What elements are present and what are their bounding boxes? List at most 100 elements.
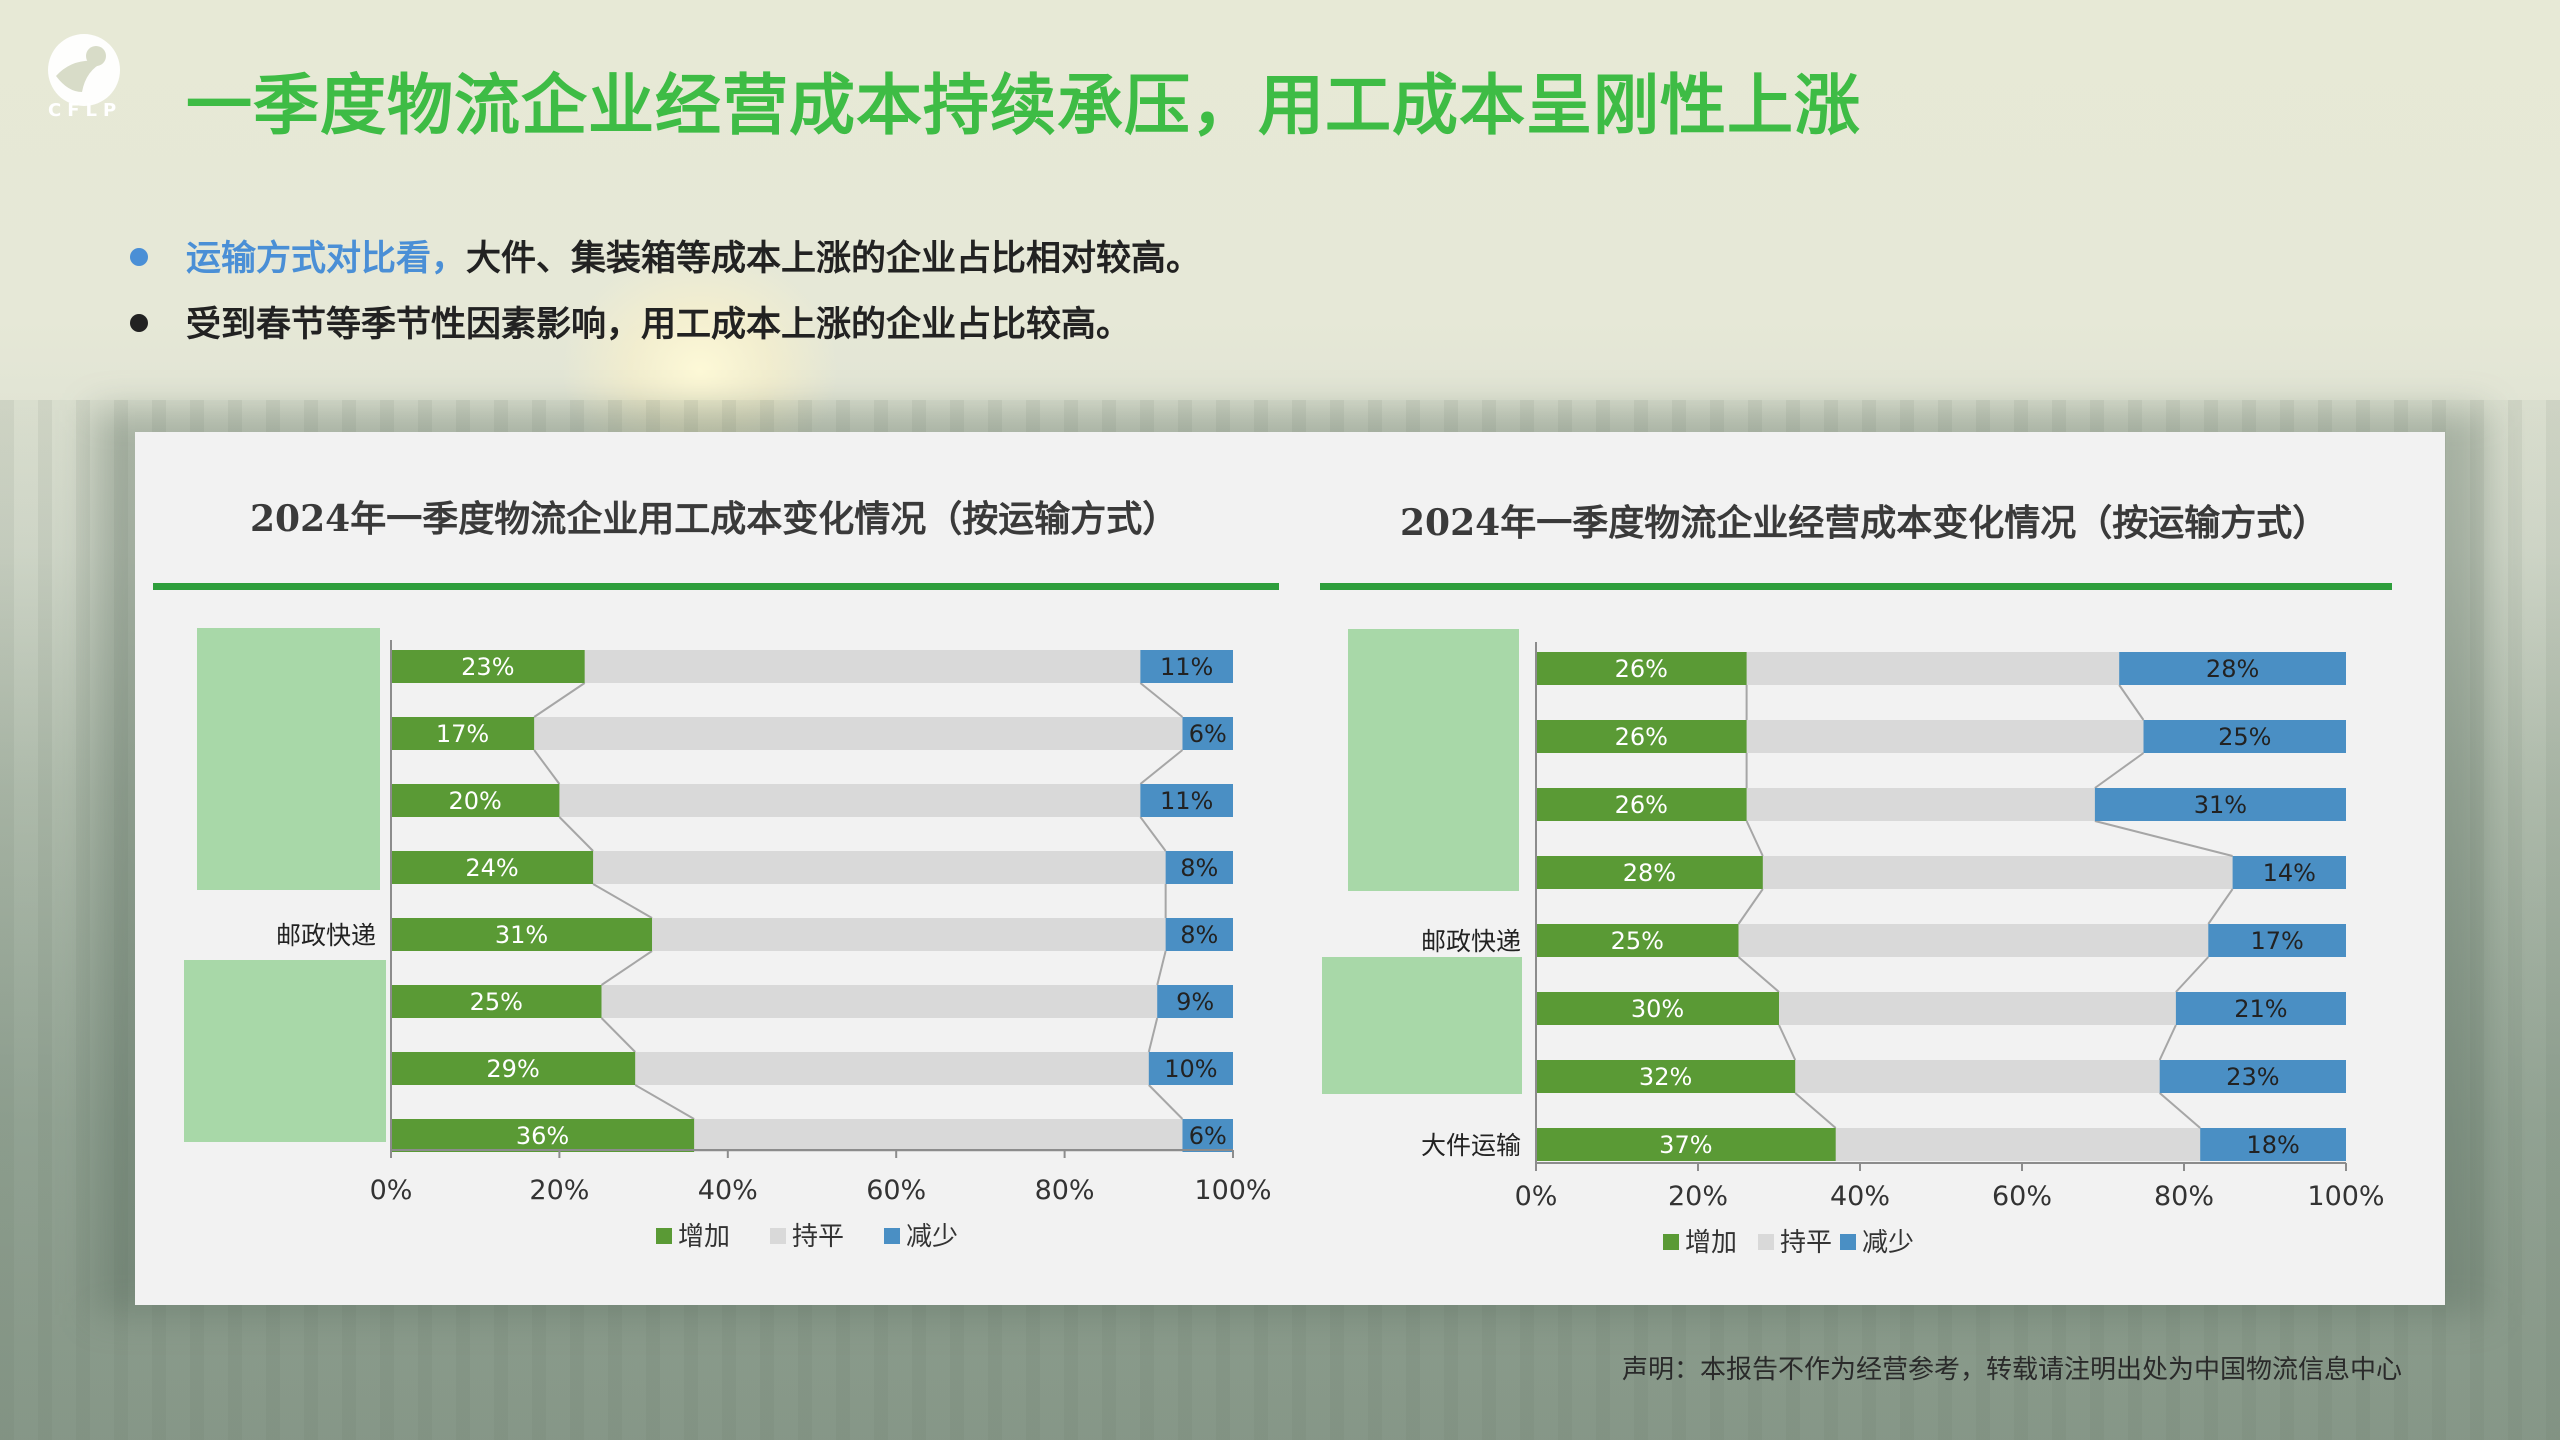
series-connector-line [2175,956,2210,993]
bar-increase [1536,856,1763,889]
bar-decrease [2119,652,2346,685]
label-overlay-box [1348,629,1519,891]
data-label: 31% [495,921,548,949]
legend-label: 增加 [678,1222,730,1252]
legend-label: 持平 [792,1222,844,1252]
x-tick-label: 0% [1515,1181,1558,1212]
data-label: 30% [1631,995,1684,1023]
bar-decrease [1157,985,1233,1018]
bar-increase [1536,1060,1796,1093]
data-label: 25% [2218,723,2271,751]
series-connector-line [533,749,561,785]
bar-increase [1536,652,1747,685]
series-connector-line [2094,820,2233,857]
data-label: 23% [2226,1063,2279,1091]
data-label: 26% [1615,655,1668,683]
cflp-logo-icon [48,34,120,106]
bar-decrease [1140,650,1233,683]
bar-increase [391,650,585,683]
bar-increase [391,1052,636,1085]
data-label: 6% [1189,1122,1227,1150]
series-connector-line [1778,1024,1797,1061]
bar-increase [391,1119,695,1152]
bar-decrease [2159,1060,2346,1093]
bar-decrease [2232,856,2346,889]
legend-swatch [770,1228,786,1244]
category-label: 邮政快递 [1421,927,1521,956]
series-connector-line [600,1017,636,1053]
bar-increase [391,851,594,884]
x-tick-label: 0% [370,1175,413,1206]
data-label: 37% [1659,1131,1712,1159]
bullet-dot-icon [130,248,148,266]
footer-disclaimer: 声明：本报告不作为经营参考，转载请注明出处为中国物流信息中心 [1622,1355,2403,1385]
legend-swatch [1758,1234,1774,1250]
logo-text: CFLP [48,100,123,121]
bar-decrease [1182,717,1233,750]
bullet-highlight: 运输方式对比看， [186,239,467,279]
bar-decrease [1148,1052,1233,1085]
bullet-item: 运输方式对比看，大件、集装箱等成本上涨的企业占比相对较高。 [130,230,1201,281]
x-tick-label: 20% [529,1175,589,1206]
legend-swatch [884,1228,900,1244]
page-title: 一季度物流企业经营成本持续承压，用工成本呈刚性上涨 [186,67,1861,144]
bullet-text: 大件、集装箱等成本上涨的企业占比相对较高。 [466,239,1202,279]
data-label: 10% [1164,1055,1217,1083]
data-label: 29% [486,1055,539,1083]
bullet-text: 受到春节等季节性因素影响，用工成本上涨的企业占比较高。 [186,305,1132,345]
x-tick-label: 80% [1035,1175,1095,1206]
bullet-item: 受到春节等季节性因素影响，用工成本上涨的企业占比较高。 [130,296,1131,347]
data-label: 8% [1180,921,1218,949]
series-connector-line [634,1084,695,1120]
series-connector-line [1737,888,1764,925]
x-tick-label: 80% [2154,1181,2214,1212]
data-label: 21% [2234,995,2287,1023]
label-overlay-box [1322,957,1522,1094]
series-connector-line [1737,956,1780,993]
series-connector-line [1139,816,1167,852]
bar-increase [1536,924,1739,957]
bar-decrease [2208,924,2346,957]
bar-increase [1536,1128,1836,1161]
chart-title-labor: 2024年一季度物流企业用工成本变化情况（按运输方式） [250,498,1179,540]
data-label: 32% [1639,1063,1692,1091]
data-label: 24% [465,854,518,882]
series-connector-line [1139,682,1184,718]
legend-label: 减少 [1862,1228,1914,1258]
data-label: 6% [1189,720,1227,748]
chart-title-operating: 2024年一季度物流企业经营成本变化情况（按运输方式） [1400,502,2329,544]
data-label: 18% [2246,1131,2299,1159]
category-label: 大件运输 [1421,1131,1521,1160]
label-overlay-box [197,628,380,890]
bar-decrease [1165,851,1233,884]
series-connector-line [558,816,594,852]
legend-label: 增加 [1685,1228,1737,1258]
series-connector-line [592,883,653,919]
legend-swatch [656,1228,672,1244]
bar-decrease [1140,784,1233,817]
series-connector-line [2158,1024,2177,1061]
data-label: 11% [1160,653,1213,681]
data-label: 20% [449,787,502,815]
bar-increase [1536,720,1747,753]
x-tick-label: 100% [2307,1181,2384,1212]
legend-swatch [1663,1234,1679,1250]
data-label: 8% [1180,854,1218,882]
series-connector-line [2094,752,2145,789]
bar-increase [391,784,560,817]
series-connector-line [2159,1092,2201,1129]
x-tick-label: 60% [1992,1181,2052,1212]
x-tick-label: 40% [698,1175,758,1206]
bullet-dot-icon [130,314,148,332]
series-connector-line [1745,820,1764,857]
series-connector-line [2118,684,2145,721]
series-connector-line [1794,1092,1837,1129]
data-label: 36% [516,1122,569,1150]
data-label: 28% [1623,859,1676,887]
x-tick-label: 40% [1830,1181,1890,1212]
series-connector-line [1147,1017,1159,1053]
series-connector-line [600,950,653,986]
data-label: 9% [1176,988,1214,1016]
data-label: 23% [461,653,514,681]
